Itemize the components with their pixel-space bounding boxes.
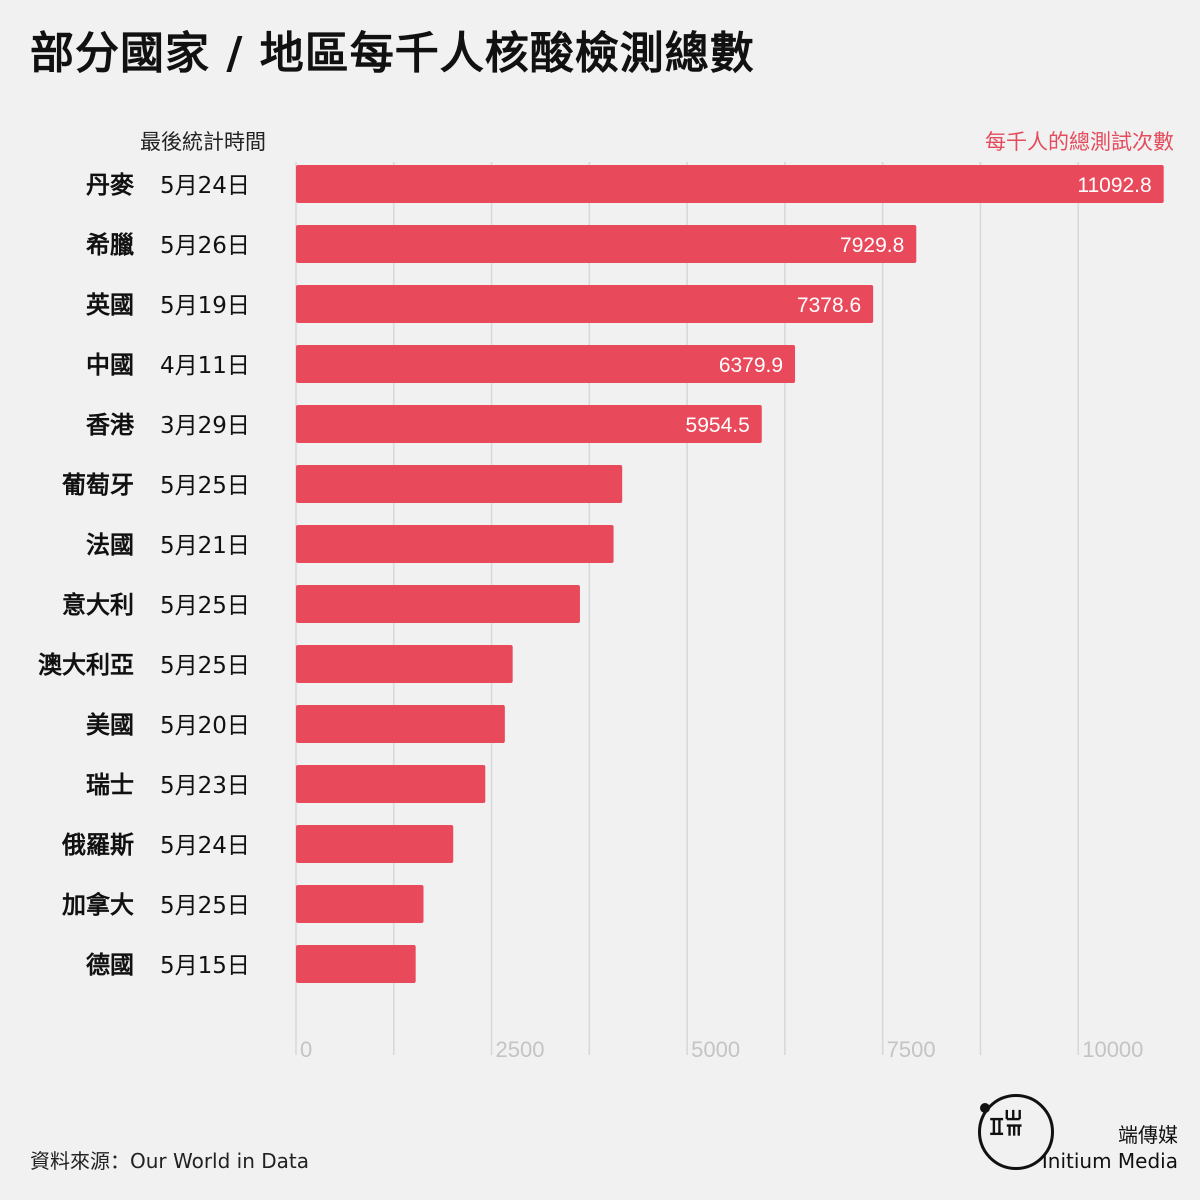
category-label: 葡萄牙	[61, 471, 134, 499]
brand-name-cn: 端傳媒	[1118, 1123, 1178, 1147]
bar-chart: 11092.8 7929.8 7378.6 6379.9 5954.5 丹麥希臘英國中國…	[38, 162, 1164, 1062]
data-label: 5954.5	[686, 414, 750, 437]
date-labels: 5月24日 5月26日 5月19日 4月11日 3月29日 5月25日 5月21日 5月25日…	[160, 173, 250, 979]
category-label: 意大利	[62, 591, 134, 619]
date-column-header: 最後統計時間	[140, 130, 266, 154]
category-label: 瑞士	[86, 771, 134, 799]
category-label: 香港	[86, 411, 135, 439]
category-label: 英國	[86, 291, 134, 319]
bar	[296, 465, 623, 503]
bars: 11092.8 7929.8 7378.6 6379.9 5954.5	[296, 165, 1164, 983]
data-label: 7378.6	[797, 294, 861, 317]
category-label: 加拿大	[62, 891, 134, 919]
date-label: 5月24日	[160, 173, 250, 199]
initium-logo-icon	[978, 1094, 1054, 1170]
date-label: 5月26日	[160, 233, 250, 259]
bar	[296, 225, 917, 263]
bar	[296, 405, 762, 443]
bar	[296, 285, 874, 323]
x-tick-label: 10000	[1082, 1037, 1143, 1062]
date-label: 5月25日	[160, 473, 250, 499]
category-label: 德國	[86, 951, 134, 979]
data-label: 11092.8	[1077, 174, 1151, 197]
data-label: 6379.9	[719, 354, 783, 377]
category-label: 中國	[86, 351, 134, 379]
x-axis-ticks: 0 2500 5000 7500 10000	[300, 1037, 1143, 1062]
category-label: 澳大利亞	[38, 651, 134, 679]
date-label: 5月21日	[160, 533, 250, 559]
data-label: 7929.8	[840, 234, 904, 257]
bar	[296, 945, 416, 983]
logo-dot	[980, 1103, 990, 1113]
category-label: 法國	[86, 531, 134, 559]
x-tick-label: 7500	[887, 1037, 936, 1062]
bar	[296, 645, 513, 683]
date-label: 5月25日	[160, 653, 250, 679]
x-tick-label: 0	[300, 1037, 312, 1062]
date-label: 5月19日	[160, 293, 250, 319]
bar	[296, 765, 486, 803]
chart-title: 部分國家 / 地區每千人核酸檢測總數	[30, 28, 755, 79]
bar	[296, 825, 454, 863]
category-label: 丹麥	[86, 171, 135, 199]
date-label: 5月15日	[160, 953, 250, 979]
date-label: 5月20日	[160, 713, 250, 739]
date-label: 5月24日	[160, 833, 250, 859]
category-label: 希臘	[86, 231, 134, 259]
brand-name-en: Initium Media	[1041, 1149, 1178, 1173]
bar	[296, 165, 1164, 203]
source-note: 資料來源：Our World in Data	[30, 1149, 310, 1173]
bar	[296, 885, 424, 923]
bar	[296, 585, 580, 623]
bar	[296, 525, 614, 563]
date-label: 5月25日	[160, 893, 250, 919]
date-label: 4月11日	[160, 353, 250, 379]
x-tick-label: 5000	[691, 1037, 740, 1062]
logo-glyph-icon	[990, 1109, 1022, 1136]
bar	[296, 345, 796, 383]
date-label: 3月29日	[160, 413, 250, 439]
value-column-header: 每千人的總測試次數	[985, 130, 1174, 154]
x-tick-label: 2500	[496, 1037, 545, 1062]
date-label: 5月25日	[160, 593, 250, 619]
category-label: 美國	[86, 711, 134, 739]
bar	[296, 705, 505, 743]
date-label: 5月23日	[160, 773, 250, 799]
category-label: 俄羅斯	[61, 831, 134, 859]
